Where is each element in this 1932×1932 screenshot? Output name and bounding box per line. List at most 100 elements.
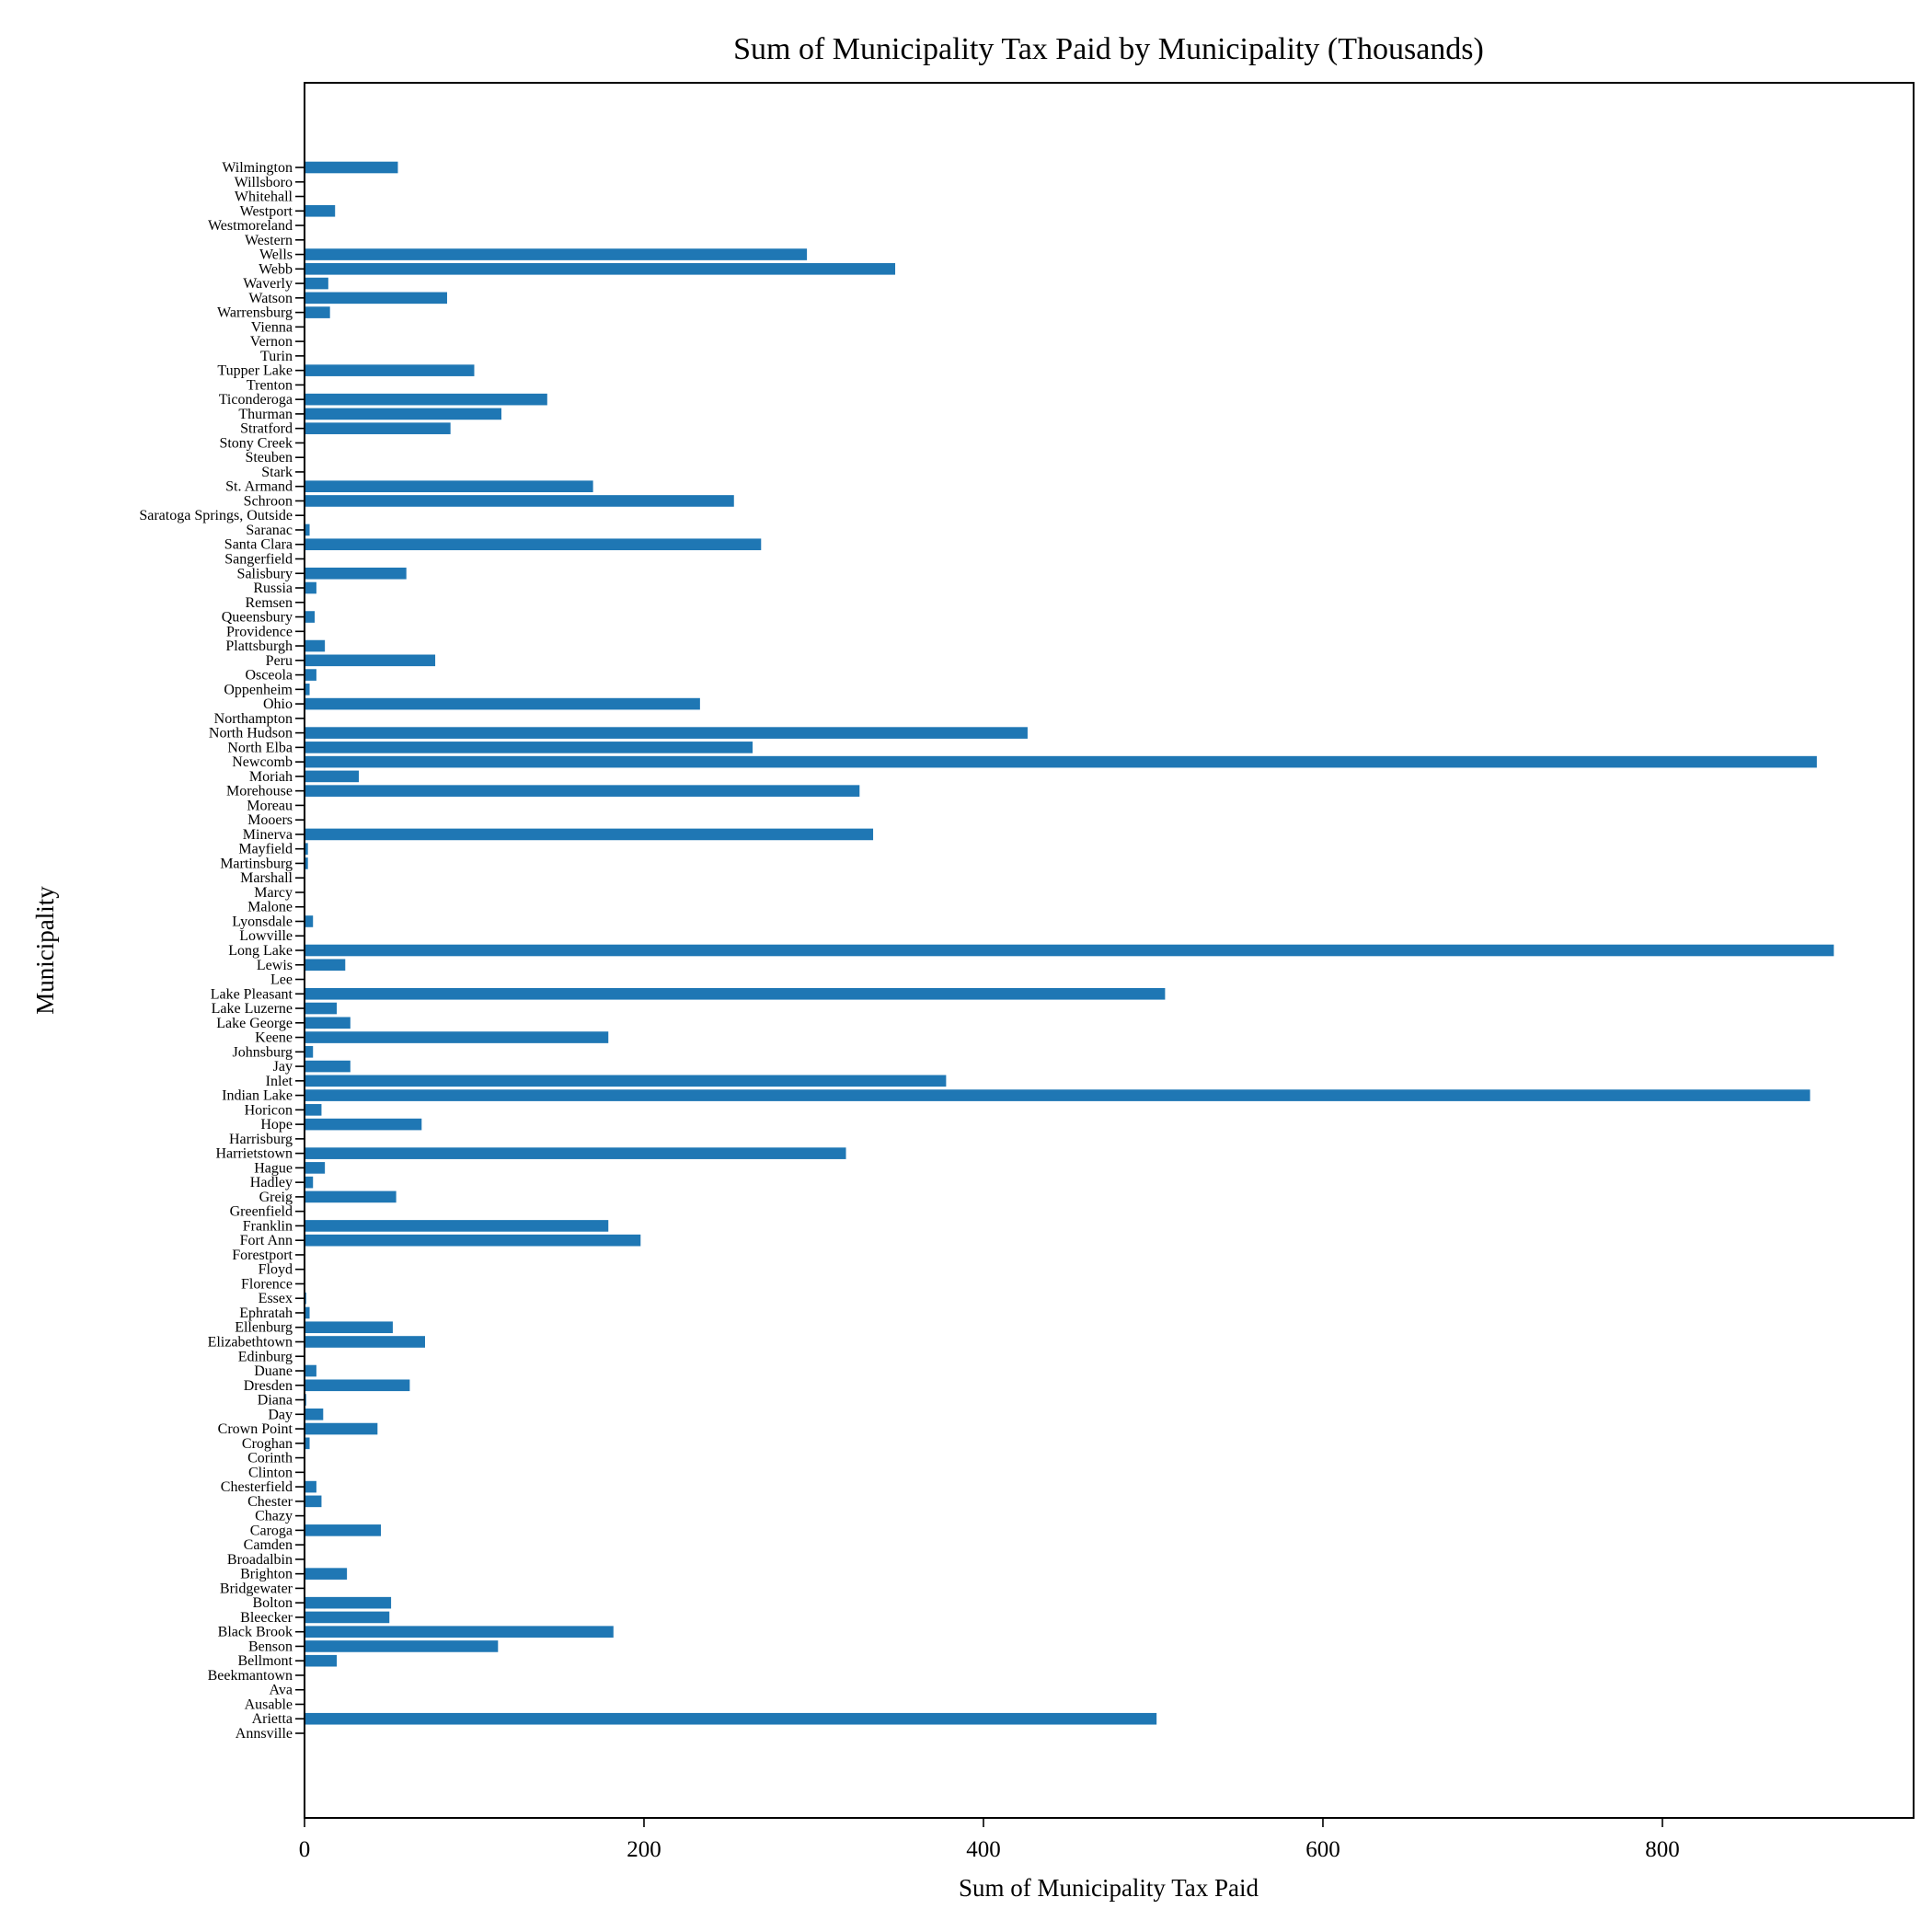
bar-osceola (305, 669, 316, 681)
y-tick-label: Lake George (216, 1016, 293, 1031)
plot-frame (304, 82, 1915, 1819)
y-tick-label: Marshall (240, 870, 293, 886)
y-tick-label: Minerva (243, 827, 293, 843)
x-tick-label: 0 (299, 1837, 311, 1862)
bar-fort-ann (305, 1234, 641, 1247)
bar-moriah (305, 770, 360, 783)
bar-croghan (305, 1437, 310, 1450)
y-tick-label: Ohio (263, 696, 293, 712)
bar-webb (305, 263, 896, 275)
bar-wilmington (305, 161, 398, 174)
y-tick-label: Martinsburg (220, 856, 293, 871)
bar-horicon (305, 1104, 322, 1116)
y-tick-label: Mooers (247, 812, 293, 828)
x-tick-label: 600 (1305, 1837, 1340, 1862)
bar-ellenburg (305, 1321, 393, 1334)
bar-minerva (305, 828, 874, 841)
bar-chester (305, 1495, 322, 1508)
y-tick-label: Vienna (251, 319, 293, 335)
y-tick-label: Benson (248, 1639, 293, 1654)
y-tick-label: Providence (226, 624, 293, 639)
bar-lake-george (305, 1017, 351, 1029)
y-tick-label: Hadley (250, 1175, 293, 1190)
bar-bolton (305, 1596, 392, 1609)
y-tick-label: Warrensburg (217, 305, 293, 321)
y-tick-label: Brighton (240, 1567, 293, 1582)
y-tick-label: Clinton (248, 1465, 293, 1480)
y-tick-label: Marcy (254, 885, 293, 901)
bar-franklin (305, 1220, 609, 1232)
bar-saranac (305, 523, 310, 536)
y-tick-label: Harrietstown (215, 1146, 293, 1162)
bar-hadley (305, 1176, 314, 1189)
y-tick-label: Stony Creek (219, 435, 293, 451)
y-tick-label: Schroon (244, 493, 293, 509)
y-tick-label: Croghan (242, 1436, 293, 1452)
bar-tupper-lake (305, 364, 475, 376)
y-tick-label: Moreau (247, 798, 293, 813)
y-tick-label: Saratoga Springs, Outside (139, 508, 293, 523)
y-tick-label: Inlet (266, 1074, 293, 1089)
y-tick-label: Greenfield (230, 1204, 293, 1220)
y-tick-label: Western (245, 233, 293, 248)
y-tick-label: Willsboro (235, 175, 293, 190)
bar-black-brook (305, 1626, 614, 1638)
chart-title: Sum of Municipality Tax Paid by Municipa… (733, 32, 1484, 66)
y-tick-label: Arietta (252, 1711, 293, 1727)
y-axis-ticks: AnnsvilleAriettaAusableAvaBeekmantownBel… (139, 160, 305, 1742)
bar-bellmont (305, 1654, 338, 1667)
y-tick-label: Harrisburg (229, 1132, 293, 1147)
bar-lewis (305, 959, 346, 972)
y-tick-label: Bleecker (240, 1610, 293, 1626)
y-tick-label: Lowville (239, 928, 293, 944)
y-tick-label: Tupper Lake (217, 363, 293, 379)
y-tick-label: Lake Luzerne (212, 1001, 293, 1017)
bar-wells (305, 248, 808, 260)
y-tick-label: Stratford (240, 421, 293, 437)
y-tick-label: Lewis (257, 958, 293, 973)
y-tick-label: Santa Clara (224, 537, 293, 553)
bars-group (305, 161, 1834, 1725)
x-axis-ticks: 0 200 400 600 800 (299, 1818, 1680, 1862)
bar-stratford (305, 422, 451, 434)
y-tick-label: Ellenburg (235, 1320, 293, 1336)
bar-santa-clara (305, 538, 762, 551)
bar-inlet (305, 1075, 947, 1087)
y-tick-label: Ticonderoga (219, 392, 293, 408)
y-tick-label: Newcomb (232, 754, 293, 770)
bar-long-lake (305, 944, 1834, 957)
y-tick-label: Hope (260, 1117, 293, 1133)
y-tick-label: Beekmantown (208, 1668, 293, 1684)
y-tick-label: Turin (260, 349, 293, 364)
y-tick-label: Whitehall (235, 190, 293, 205)
y-tick-label: Diana (258, 1393, 293, 1409)
bar-st-armand (305, 480, 593, 493)
y-tick-label: Greig (259, 1190, 293, 1205)
bar-chesterfield (305, 1480, 316, 1493)
y-tick-label: Saranac (246, 523, 293, 538)
y-tick-label: Westmoreland (208, 218, 293, 234)
bar-day (305, 1408, 324, 1420)
bar-bleecker (305, 1611, 390, 1624)
y-tick-label: Ausable (245, 1696, 293, 1712)
bar-newcomb (305, 755, 1817, 768)
y-tick-label: Malone (247, 900, 293, 915)
x-tick-label: 200 (627, 1837, 661, 1862)
y-tick-label: Vernon (250, 334, 293, 350)
y-tick-label: Waverly (243, 276, 293, 292)
bar-martinsburg (305, 857, 308, 869)
y-tick-label: Edinburg (238, 1349, 293, 1364)
bar-jay (305, 1060, 351, 1073)
bar-greig (305, 1190, 397, 1203)
bar-ohio (305, 697, 700, 710)
bar-queensbury (305, 611, 316, 623)
y-tick-label: Moriah (249, 769, 293, 785)
y-tick-label: Osceola (245, 668, 293, 684)
x-tick-label: 400 (966, 1837, 1001, 1862)
y-tick-label: Horicon (245, 1102, 293, 1118)
bar-benson (305, 1640, 499, 1652)
y-tick-label: Franklin (243, 1218, 293, 1234)
y-tick-label: Northampton (214, 711, 293, 727)
bar-crown-point (305, 1422, 378, 1435)
